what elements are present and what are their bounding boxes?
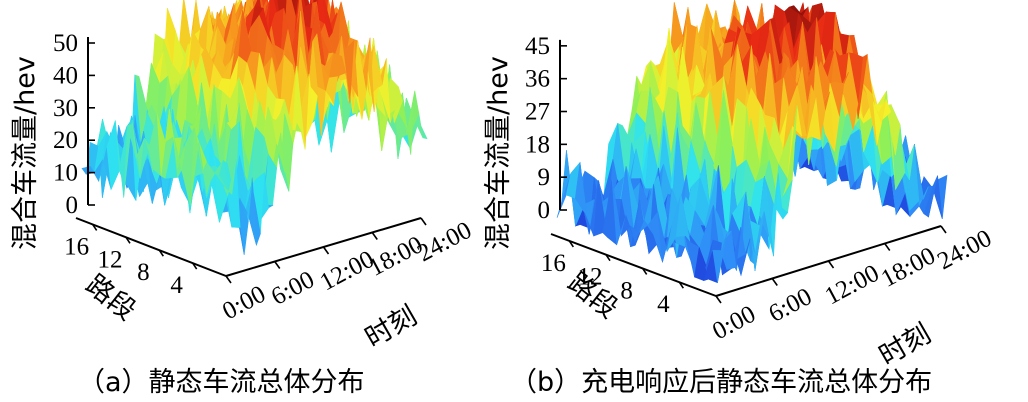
y-tick-label: 4 (657, 291, 670, 318)
x-tick-label: 12:00 (316, 246, 379, 297)
x-tick-label: 24:00 (413, 217, 476, 268)
y-tick-mark (642, 268, 648, 275)
z-tick-label: 0 (66, 192, 79, 219)
x-tick-label: 6:00 (267, 266, 319, 311)
x-tick-label: 12:00 (821, 260, 884, 311)
x-tick-mark (827, 260, 835, 269)
surface-patch (712, 233, 727, 283)
x-tick-mark (715, 295, 722, 304)
z-tick-label: 45 (525, 33, 550, 60)
panel-b-caption: （b）充电响应后静态车流总体分布 (510, 367, 932, 398)
x-tick-mark (884, 243, 891, 251)
x-tick-mark (771, 278, 778, 286)
x-tick-mark (371, 232, 378, 240)
panel-a-surface-chart: 0 10 20 30 40 50 48 12 16 0:006:0012:0018:0024:00… (10, 0, 476, 398)
surface-patch (223, 159, 237, 197)
z-tick-label: 30 (53, 95, 78, 122)
y-tick-label: 16 (64, 233, 89, 260)
y-tick-mark (92, 224, 98, 231)
z-tick-label: 9 (538, 164, 551, 191)
z-tick-label: 50 (53, 30, 78, 57)
z-tick-label: 40 (53, 62, 78, 89)
y-tick-mark (605, 254, 611, 262)
panel-b-surface (556, 0, 948, 284)
panel-b-x-axis-label: 时刻 (874, 318, 936, 372)
y-axis-line (75, 217, 227, 277)
x-tick-mark (274, 261, 281, 269)
panel-b-z-axis-label: 混合车流量/hev (483, 56, 514, 250)
y-tick-mark (568, 240, 574, 248)
panel-a-surface (81, 0, 428, 255)
x-tick-label: 24:00 (933, 225, 996, 276)
y-tick-label: 12 (578, 264, 603, 291)
y-tick-label: 4 (170, 272, 183, 299)
x-tick-label: 18:00 (877, 242, 940, 293)
y-tick-mark (158, 249, 164, 257)
x-tick-label: 0:00 (708, 301, 760, 346)
panel-a-y-axis-label: 路段 (80, 269, 142, 327)
y-tick-label: 12 (98, 246, 123, 273)
y-tick-label: 16 (541, 250, 566, 277)
y-tick-mark (125, 236, 131, 244)
x-tick-mark (420, 217, 427, 226)
y-tick-label: 8 (620, 277, 633, 304)
z-tick-label: 27 (525, 99, 550, 126)
z-tick-label: 0 (538, 197, 551, 224)
x-tick-label: 0:00 (218, 281, 270, 326)
z-tick-label: 36 (525, 66, 550, 93)
y-tick-mark (192, 262, 198, 270)
x-tick-mark (940, 225, 947, 234)
panel-a-caption: （a）静态车流总体分布 (78, 367, 365, 398)
y-tick-label: 8 (137, 259, 150, 286)
z-tick-label: 20 (53, 127, 78, 154)
x-tick-label: 6:00 (764, 283, 816, 328)
x-tick-mark (322, 246, 330, 255)
panel-b-y-axis-label: 路段 (562, 267, 624, 325)
y-axis-line (550, 233, 717, 297)
panel-a-z-axis-label: 混合车流量/hev (10, 56, 41, 250)
y-tick-mark (678, 281, 684, 289)
z-tick-label: 10 (53, 160, 78, 187)
z-tick-label: 18 (525, 131, 550, 158)
panel-a-x-axis-label: 时刻 (360, 300, 422, 354)
x-tick-mark (225, 275, 232, 284)
x-tick-label: 18:00 (364, 231, 427, 282)
